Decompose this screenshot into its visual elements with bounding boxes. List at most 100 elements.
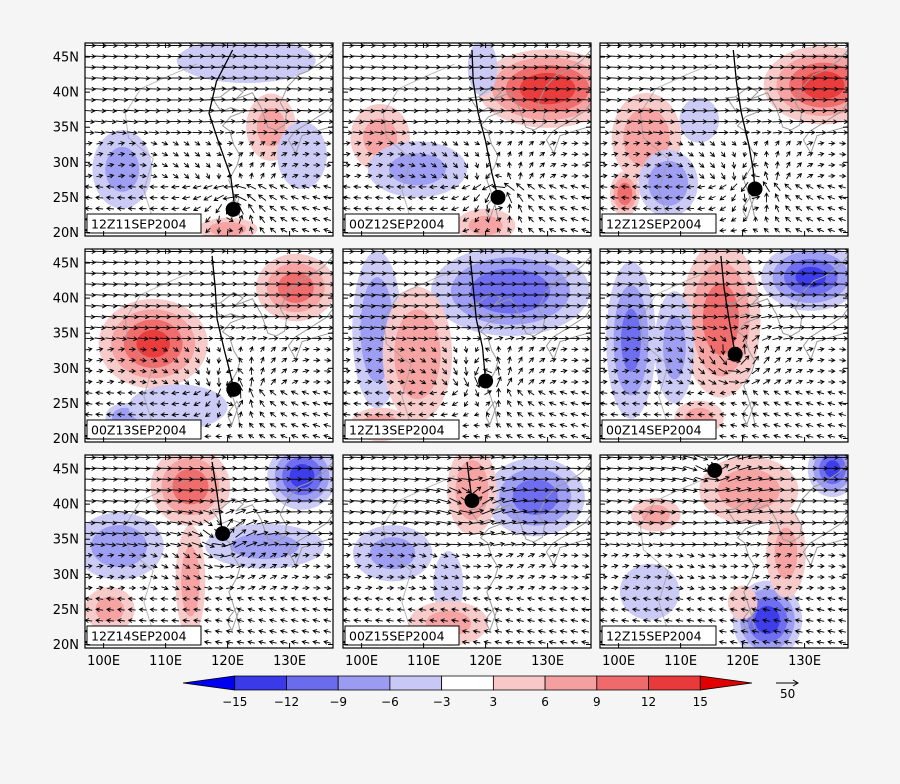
wind-vector [484,434,491,439]
wind-vector [107,141,115,146]
wind-vector [351,75,366,81]
wind-vector [223,487,237,493]
panel-time-text: 12Z15SEP2004 [606,629,702,644]
wind-vector [549,574,558,580]
wind-vector [302,368,310,374]
wind-vector [706,531,720,536]
wind-vector [629,260,644,265]
wind-vector [96,162,104,168]
wind-vector [407,184,416,190]
wind-vector [418,401,427,407]
panel-time-text: 00Z12SEP2004 [349,217,445,232]
wind-vector [516,629,524,634]
wind-vector [324,173,332,179]
wind-vector [560,357,568,363]
wind-vector [784,434,792,439]
wind-vector [408,379,416,385]
wind-vector [247,335,257,341]
wind-vector [759,509,774,514]
wind-vector [686,401,694,407]
wind-vector [718,629,727,634]
wind-vector [804,119,816,124]
wind-vector [104,303,118,309]
wind-vector [405,488,420,493]
wind-vector [160,607,169,613]
wind-vector [749,270,764,276]
wind-vector [249,356,254,364]
wind-vector [150,553,158,558]
colorbar-label: −6 [381,695,399,709]
wind-vector [203,509,214,515]
wind-vector [437,488,452,494]
wind-vector [609,130,621,136]
wind-vector [453,346,458,353]
wind-vector [654,574,663,580]
colorbar-swatch [234,675,287,691]
wind-vector [547,130,559,135]
wind-vector [665,553,674,558]
colorbar-swatch [182,675,236,691]
wind-vector [365,553,373,558]
wind-vector [600,314,611,320]
wind-vector [214,639,223,645]
panel-00Z14SEP2004: 00Z14SEP2004 [599,248,849,443]
wind-vector [85,477,97,482]
wind-vector [773,607,781,613]
wind-vector [611,141,619,146]
wind-vector [114,455,129,461]
wind-vector [835,466,848,471]
wind-vector [183,162,190,168]
wind-vector [301,217,310,222]
wind-vector [279,130,290,135]
colorbar-swatch [286,675,339,691]
wind-vector [386,347,395,352]
wind-vector [234,465,249,471]
wind-vector [301,401,310,406]
wind-vector [560,173,568,179]
wind-vector [147,477,162,482]
wind-vector [246,183,257,190]
wind-vector [213,108,226,113]
wind-vector [784,216,791,223]
wind-vector [419,553,427,558]
wind-vector [578,249,591,254]
wind-vector [118,368,126,374]
wind-vector [269,423,277,428]
wind-vector [301,618,310,623]
wind-vector [629,509,644,515]
wind-vector [570,228,579,233]
wind-vector [397,563,406,569]
wind-vector [182,206,191,212]
tick-marks [343,455,591,648]
wind-vector [828,563,836,569]
wind-vector [471,476,484,482]
wind-vector [441,378,448,386]
wind-vector [416,509,431,515]
wind-vector [170,336,182,342]
border-line [382,269,455,427]
wind-vector [103,43,118,49]
wind-vector [740,355,750,365]
wind-vector [653,206,662,211]
wind-vector [685,336,697,342]
wind-vector [570,195,579,200]
wind-vector [383,75,398,81]
wind-vector [578,498,591,504]
wind-vector [300,325,312,331]
wind-vector [496,356,501,364]
wind-vector [515,325,527,330]
wind-vector [494,206,504,211]
wind-vector [150,563,158,569]
y-tick-label: 35N [53,327,79,342]
wind-vector [640,281,655,287]
wind-vector [570,607,579,613]
wind-vector [539,173,545,179]
wind-vector [795,195,803,201]
wind-vector [85,108,96,114]
wind-vector [640,65,655,70]
wind-vector [105,195,115,201]
wind-vector [438,531,452,537]
wind-vector [582,563,590,569]
wind-vector [570,639,579,645]
wind-vector [118,357,126,363]
